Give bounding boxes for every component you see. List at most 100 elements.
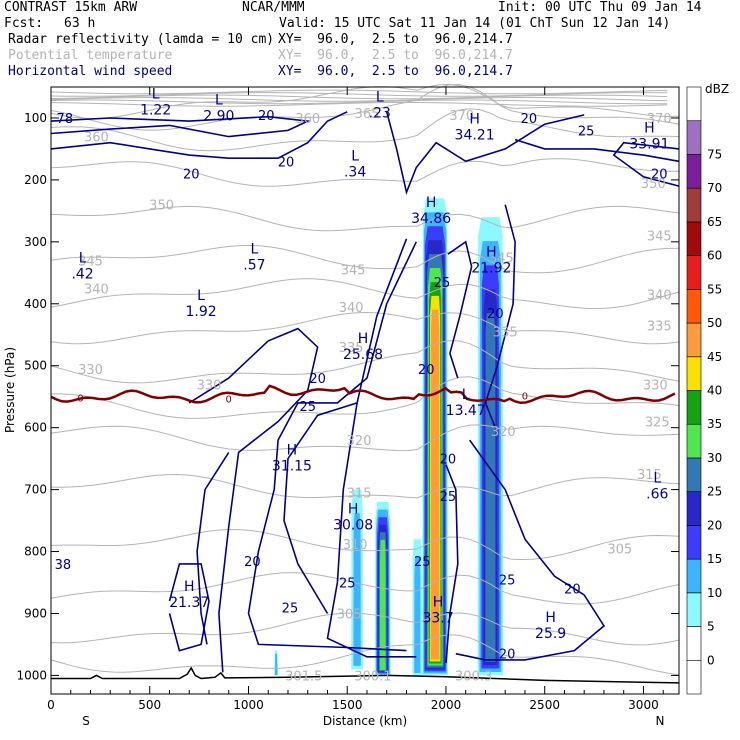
theta-label: 350: [641, 177, 666, 192]
x-tick-label: 0: [47, 698, 55, 712]
theta-label: 335: [493, 326, 518, 341]
colorbar-label: 75: [707, 147, 722, 161]
wind-contour: [247, 241, 418, 652]
theta-contour: [50, 108, 680, 152]
wind-label: 25: [578, 124, 595, 139]
x-tick-label: 1000: [233, 698, 264, 712]
organization: NCAR/MMM: [242, 0, 305, 15]
x-tick-label: 1500: [332, 698, 363, 712]
colorbar-label: 50: [707, 316, 722, 330]
colorbar-swatch: [686, 154, 702, 189]
reflectivity-band: [485, 313, 496, 662]
extremum-value: 1.22: [140, 102, 171, 118]
theta-contour: [50, 102, 668, 107]
extremum-marker: H: [433, 594, 444, 610]
wind-label: 20: [499, 648, 516, 663]
colorbar-swatch: [686, 457, 702, 492]
extremum-marker: H: [486, 244, 497, 260]
theta-label: 350: [149, 199, 174, 214]
theta-contour: [50, 340, 680, 384]
extremum-marker: L: [251, 241, 259, 257]
terrain: [51, 666, 680, 684]
wind-contour: [50, 115, 311, 138]
wind-label: 25: [434, 276, 451, 291]
theta-label: 360: [84, 131, 109, 146]
freezing-label: 0: [522, 391, 528, 402]
edge-number: 38: [55, 558, 72, 573]
y-tick-label: 1000: [16, 668, 47, 682]
extremum-marker: H: [348, 501, 359, 517]
extremum-marker: H: [545, 610, 556, 626]
wind-contour: [168, 563, 210, 652]
wind-contour: [455, 439, 606, 661]
theta-label: 340: [84, 282, 109, 297]
wind-label: 25: [440, 490, 457, 505]
y-tick-label: 800: [24, 545, 47, 559]
extremum-value: .57: [243, 257, 265, 273]
extremum-marker: H: [358, 331, 369, 347]
theta-label: 330: [78, 363, 103, 378]
theta-label: 330: [197, 378, 222, 393]
theta-contour: [50, 634, 680, 676]
extremum-value: 31.15: [272, 459, 312, 475]
theta-label: 300.1: [354, 669, 391, 684]
colorbar-label: 5: [707, 620, 715, 634]
colorbar-unit: dBZ: [705, 82, 729, 96]
theta-contour: [50, 473, 680, 499]
theta-label: 340: [647, 288, 672, 303]
freezing-line: [50, 384, 676, 404]
plot-frame: [50, 86, 680, 695]
extremum-value: 21.92: [471, 260, 511, 276]
x-axis-label: Distance (km): [323, 714, 407, 728]
theta-contour: [50, 92, 668, 97]
field-theta: Potential temperature: [8, 48, 173, 63]
colorbar-label: 60: [707, 249, 722, 263]
reflectivity-band: [353, 513, 361, 666]
contour-labels: 360 360 365 370 370 350 350 345 345 345 345 340 340 3…: [55, 86, 672, 684]
axes: 0 500 1000 1500 2000 2500 30001002003004005006…: [16, 87, 679, 712]
y-tick-label: 500: [24, 359, 47, 373]
colorbar-label: 65: [707, 215, 722, 229]
extremum-value: 21.37: [169, 595, 209, 611]
extremum-value: 34.21: [455, 127, 495, 143]
y-tick-label: 400: [24, 297, 47, 311]
potential-temperature-contours: [50, 83, 680, 676]
theta-label: 325: [645, 415, 670, 430]
reflectivity-band: [379, 539, 386, 670]
y-tick-label: 300: [24, 235, 47, 249]
extremum-marker: L: [653, 471, 661, 487]
wind-contour: [196, 451, 230, 645]
theta-label: 301.5: [285, 669, 322, 684]
extremum-value: 33.91: [629, 137, 669, 153]
x-tick-label: 2500: [529, 698, 560, 712]
colorbar-swatch: [686, 592, 702, 627]
theta-label: 360: [295, 112, 320, 127]
extremum-marker: H: [287, 443, 298, 459]
theta-label: 315: [637, 468, 662, 483]
wind-label: 25: [339, 577, 356, 592]
extremum-marker: L: [215, 93, 223, 109]
wind-contour: [447, 240, 473, 379]
field-reflectivity: Radar reflectivity (lamda = 10 cm): [8, 32, 275, 47]
theta-contour: [50, 612, 680, 646]
colorbar-label: 30: [707, 451, 722, 465]
theta-label: 365: [355, 107, 380, 122]
wind-label: 20: [183, 168, 200, 183]
y-tick-label: 600: [24, 421, 47, 435]
freezing-level: 0 0 0: [50, 384, 676, 406]
wind-label: 20: [651, 168, 668, 183]
theta-contour: [50, 94, 668, 100]
theta-contour: [50, 158, 680, 187]
extremum-marker: L: [376, 90, 384, 106]
colorbar-swatch: [686, 86, 702, 122]
colorbar-swatch: [686, 322, 702, 358]
wind-contour: [514, 138, 680, 163]
extremum-value: 2.90: [203, 109, 234, 125]
wind-contour: [484, 204, 516, 428]
theta-label: 330: [643, 378, 668, 393]
colorbar-label: 45: [707, 350, 722, 364]
colorbar-swatch: [686, 626, 702, 661]
extremum-marker: L: [152, 86, 160, 102]
theta-label: 310: [343, 538, 368, 553]
